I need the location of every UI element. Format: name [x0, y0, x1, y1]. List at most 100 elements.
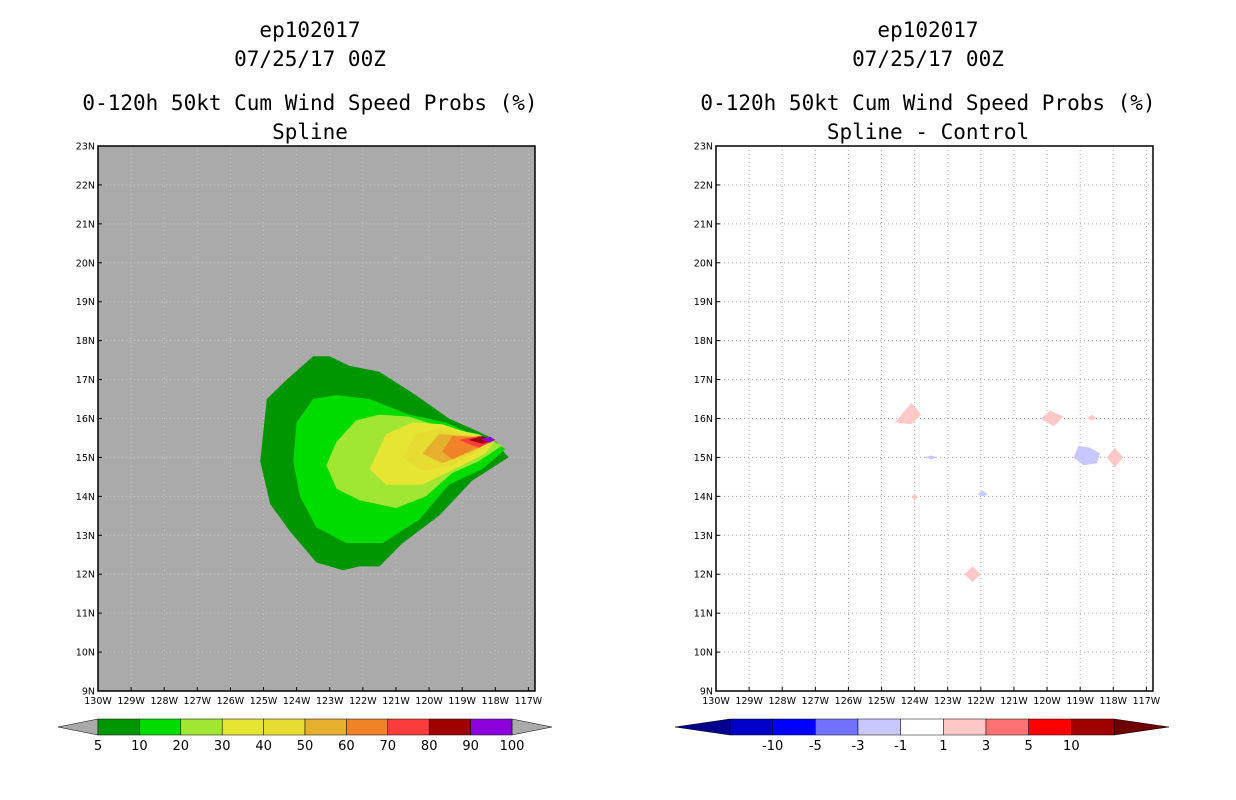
x-tick-label: 123W [316, 696, 344, 707]
y-tick-label: 22N [694, 180, 713, 191]
diff-patch-pos-6 [911, 494, 918, 501]
colorbar-swatch [428, 718, 471, 736]
colorbar-label: 40 [255, 739, 272, 754]
x-tick-label: 119W [448, 696, 476, 707]
x-tick-label: 127W [184, 696, 212, 707]
colorbar-label: 20 [173, 739, 190, 754]
colorbar-label: 30 [214, 739, 231, 754]
colorbar-label: -5 [809, 739, 822, 754]
y-tick-label: 11N [76, 609, 95, 620]
colorbar-swatch [815, 718, 859, 736]
colorbar-swatch [729, 718, 773, 736]
y-tick-label: 23N [694, 142, 713, 153]
colorbar: 5 10 20 30 40 50 60 70 80 90 100 [57, 718, 553, 754]
x-tick-label: 118W [482, 696, 510, 707]
diff-patch-pos-4 [1106, 447, 1124, 468]
y-tick-label: 22N [76, 180, 95, 191]
x-tick-label: 124W [901, 696, 929, 707]
x-tick-label: 126W [835, 696, 863, 707]
y-tick-label: 13N [694, 531, 713, 542]
contour-fill-90 [480, 436, 496, 443]
y-tick-label: 10N [694, 648, 713, 659]
colorbar-swatch [139, 718, 182, 736]
x-tick-label: 126W [217, 696, 245, 707]
x-tick-label: 130W [702, 696, 730, 707]
colorbar-label: 70 [380, 739, 397, 754]
x-tick-label: 117W [515, 696, 543, 707]
x-tick-label: 129W [117, 696, 145, 707]
colorbar-label: -10 [762, 739, 783, 754]
y-tick-label: 19N [694, 297, 713, 308]
diff-patch-neg-1 [1073, 445, 1100, 466]
colorbar-swatch [304, 718, 347, 736]
y-tick-label: 21N [76, 219, 95, 230]
colorbar-label: -3 [852, 739, 865, 754]
colorbar-swatch [470, 718, 513, 736]
colorbar-label: 10 [131, 739, 148, 754]
colorbar-swatch [943, 718, 987, 736]
x-tick-label: 120W [415, 696, 443, 707]
x-tick-label: 129W [735, 696, 763, 707]
left-title-date: 07/25/17 00Z [234, 47, 386, 71]
colorbar-swatch [180, 718, 223, 736]
colorbar-label: 60 [338, 739, 355, 754]
x-tick-label: 117W [1133, 696, 1161, 707]
colorbar-swatch [1028, 718, 1072, 736]
x-tick-label: 122W [967, 696, 995, 707]
y-tick-label: 18N [76, 336, 95, 347]
diff-patch-pos-3 [1086, 414, 1097, 421]
colorbar-label: 90 [462, 739, 479, 754]
right-chart: 130W 129W 128W 127W 126W 125W 124W 123W 122W 121W… [674, 142, 1170, 754]
colorbar-swatch [900, 718, 944, 736]
colorbar-label: 100 [500, 739, 525, 754]
y-tick-label: 14N [694, 492, 713, 503]
y-tick-label: 12N [694, 570, 713, 581]
x-tick-label: 118W [1100, 696, 1128, 707]
y-tick-label: 9N [82, 687, 95, 698]
colorbar-label: 10 [1063, 739, 1080, 754]
x-tick-label: 122W [349, 696, 377, 707]
colorbar-right-arrow [511, 718, 553, 736]
colorbar-label: 50 [297, 739, 314, 754]
right-title-product: 0-120h 50kt Cum Wind Speed Probs (%) [700, 91, 1156, 115]
colorbar-label: 1 [939, 739, 947, 754]
x-tick-label: 123W [934, 696, 962, 707]
y-tick-label: 20N [76, 258, 95, 269]
x-tick-label: 125W [868, 696, 896, 707]
diff-patch-pos-1 [894, 402, 922, 425]
right-title-date: 07/25/17 00Z [852, 47, 1004, 71]
right-subtitle: Spline - Control [826, 120, 1030, 144]
colorbar-swatch [387, 718, 430, 736]
colorbar-swatch [985, 718, 1029, 736]
y-tick-label: 9N [700, 687, 713, 698]
x-tick-label: 128W [150, 696, 178, 707]
x-tick-label: 120W [1033, 696, 1061, 707]
x-tick-label: 128W [768, 696, 796, 707]
x-tick-label: 130W [84, 696, 112, 707]
colorbar-label: -1 [894, 739, 907, 754]
colorbar-swatch [221, 718, 264, 736]
y-tick-label: 17N [694, 375, 713, 386]
y-tick-label: 14N [76, 492, 95, 503]
y-tick-label: 11N [694, 609, 713, 620]
y-tick-label: 16N [694, 414, 713, 425]
left-subtitle: Spline [272, 120, 348, 144]
x-tick-label: 121W [382, 696, 410, 707]
colorbar-right-arrow [1113, 718, 1170, 736]
y-tick-label: 19N [76, 297, 95, 308]
colorbar-swatch [346, 718, 389, 736]
y-tick-label: 18N [694, 336, 713, 347]
colorbar-left-arrow [674, 718, 731, 736]
colorbar-label: 3 [982, 739, 990, 754]
colorbar-swatch [263, 718, 306, 736]
colorbar-label: 80 [421, 739, 438, 754]
y-tick-label: 17N [76, 375, 95, 386]
colorbar-swatch [1071, 718, 1115, 736]
colorbar-label: 5 [94, 739, 102, 754]
x-tick-label: 127W [802, 696, 830, 707]
colorbar-label: 5 [1025, 739, 1033, 754]
y-tick-label: 12N [76, 570, 95, 581]
y-tick-label: 10N [76, 648, 95, 659]
colorbar-swatch [857, 718, 901, 736]
